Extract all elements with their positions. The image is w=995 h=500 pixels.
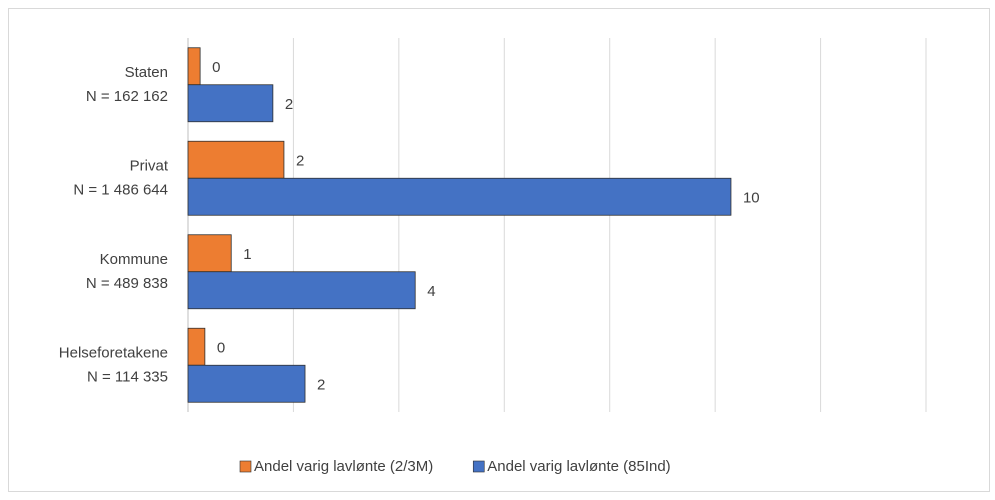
data-label: 4	[427, 283, 435, 300]
legend-swatch	[239, 460, 252, 473]
data-label: 2	[296, 153, 304, 170]
data-label: 2	[285, 96, 293, 113]
legend-label: Andel varig lavlønte (85Ind)	[487, 458, 670, 475]
data-label: 1	[243, 246, 251, 263]
bar	[187, 327, 206, 366]
bar	[187, 140, 285, 179]
bar	[187, 364, 306, 403]
data-label: 2	[317, 377, 325, 394]
y-tick-label: Staten N = 162 162	[86, 64, 168, 105]
y-tick-label: Helseforetakene N = 114 335	[59, 344, 168, 385]
bar	[187, 84, 274, 123]
legend-label: Andel varig lavlønte (2/3M)	[254, 458, 433, 475]
legend-swatch	[472, 460, 485, 473]
data-label: 0	[217, 340, 225, 357]
bar	[187, 177, 732, 216]
data-label: 0	[212, 59, 220, 76]
bar	[187, 47, 201, 86]
data-label: 10	[743, 190, 760, 207]
y-tick-label: Kommune N = 489 838	[86, 251, 168, 292]
bar	[187, 271, 416, 310]
y-tick-label: Privat N = 1 486 644	[73, 157, 169, 198]
chart-frame	[8, 8, 990, 492]
bar	[187, 234, 232, 273]
